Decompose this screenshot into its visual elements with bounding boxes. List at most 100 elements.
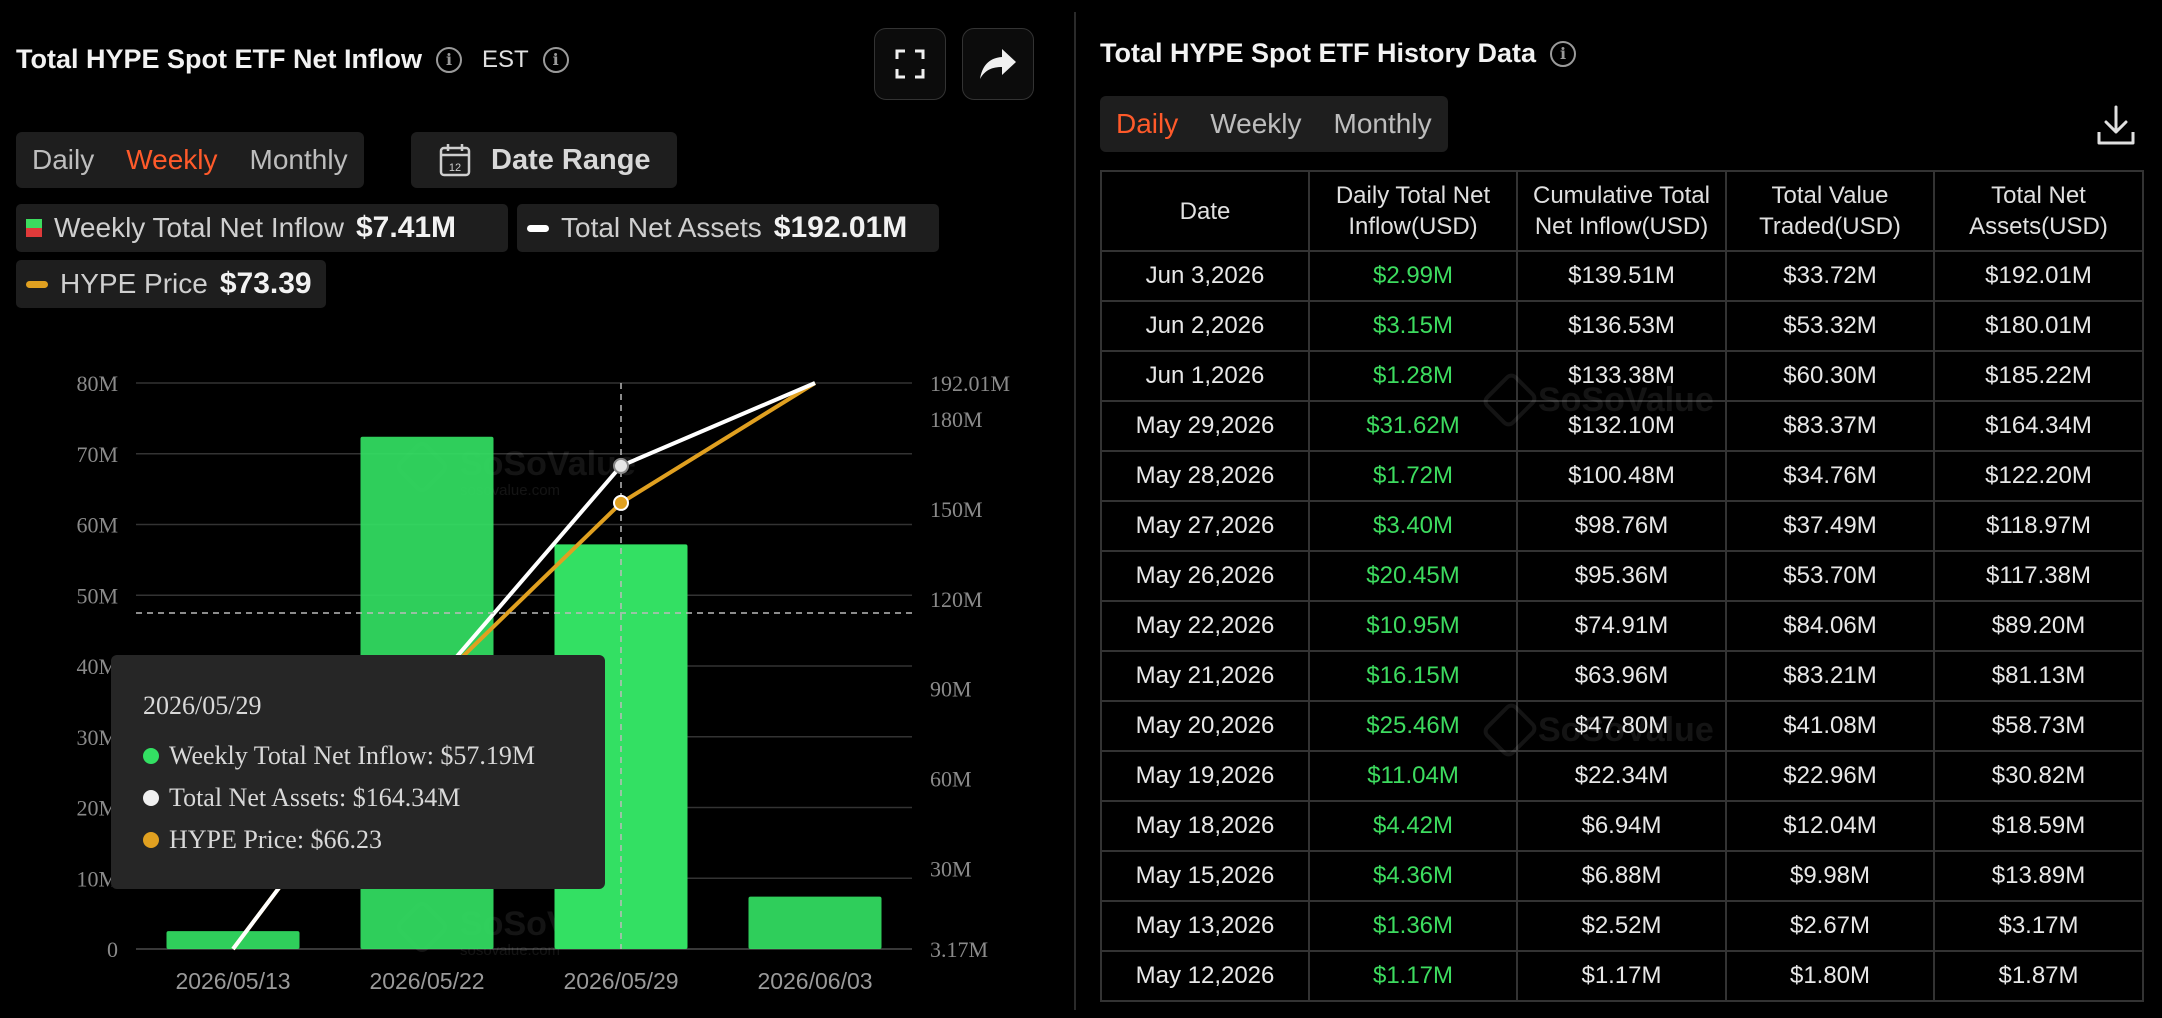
cell-cumulative-inflow: $22.34M: [1516, 750, 1727, 802]
column-header-daily-inflow[interactable]: Daily Total Net Inflow(USD): [1308, 170, 1518, 252]
cell-daily-inflow: $25.46M: [1308, 700, 1518, 752]
cell-cumulative-inflow: $98.76M: [1516, 500, 1727, 552]
tooltip-inflow-row: Weekly Total Net Inflow: $57.19M: [143, 735, 605, 777]
history-title-row: Total HYPE Spot ETF History Data i: [1100, 38, 1577, 69]
cell-date: May 15,2026: [1100, 850, 1310, 902]
point-hype-price: [613, 494, 629, 511]
cell-cumulative-inflow: $100.48M: [1516, 450, 1727, 502]
cell-daily-inflow: $11.04M: [1308, 750, 1518, 802]
table-row: May 20,2026 $25.46M $47.80M $41.08M $58.73M: [1100, 700, 2144, 752]
fullscreen-button[interactable]: [874, 28, 946, 100]
column-header-cumulative-inflow[interactable]: Cumulative Total Net Inflow(USD): [1516, 170, 1727, 252]
legend-assets-value: $192.01M: [773, 211, 908, 244]
cell-net-assets: $89.20M: [1933, 600, 2144, 652]
cell-net-assets: $81.13M: [1933, 650, 2144, 702]
cell-daily-inflow: $1.28M: [1308, 350, 1518, 402]
share-button[interactable]: [962, 28, 1034, 100]
cell-cumulative-inflow: $63.96M: [1516, 650, 1727, 702]
tooltip-price: HYPE Price: $66.23: [169, 825, 383, 854]
panel-divider: [1074, 12, 1076, 1010]
history-tab-monthly[interactable]: Monthly: [1333, 108, 1432, 139]
history-info-icon[interactable]: i: [1550, 40, 1577, 67]
table-header-row: Date Daily Total Net Inflow(USD) Cumulat…: [1100, 170, 2144, 252]
date-range-button[interactable]: 12 Date Range: [411, 132, 677, 188]
cell-date: May 27,2026: [1100, 500, 1310, 552]
download-icon[interactable]: [2096, 104, 2136, 146]
title-info-icon[interactable]: i: [436, 46, 462, 73]
column-header-net-assets[interactable]: Total Net Assets(USD): [1933, 170, 2144, 252]
chart-tab-daily[interactable]: Daily: [32, 144, 95, 175]
cell-cumulative-inflow: $47.80M: [1516, 700, 1727, 752]
right-axis-tick: 150M: [930, 497, 983, 522]
cell-net-assets: $118.97M: [1933, 500, 2144, 552]
legend-price-label: HYPE Price: [60, 268, 208, 299]
right-axis-tick: 192.01M: [930, 371, 1010, 396]
history-title: Total HYPE Spot ETF History Data: [1100, 38, 1537, 68]
x-axis-tick: 2026/05/22: [369, 968, 484, 994]
timezone-label: EST: [482, 45, 529, 73]
cell-daily-inflow: $3.40M: [1308, 500, 1518, 552]
price-legend-icon: [26, 280, 48, 288]
table-row: May 12,2026 $1.17M $1.17M $1.80M $1.87M: [1100, 950, 2144, 1002]
cell-date: May 28,2026: [1100, 450, 1310, 502]
cell-value-traded: $9.98M: [1725, 850, 1935, 902]
cell-cumulative-inflow: $6.94M: [1516, 800, 1727, 852]
cell-net-assets: $18.59M: [1933, 800, 2144, 852]
x-axis-tick: 2026/05/29: [563, 968, 678, 994]
column-header-value-traded[interactable]: Total Value Traded(USD): [1725, 170, 1935, 252]
table-watermark-text: SoSoValue: [1538, 380, 1714, 419]
share-icon: [980, 49, 1016, 79]
svg-text:12: 12: [449, 162, 461, 174]
bar-weekly-inflow: [166, 931, 300, 949]
cell-daily-inflow: $16.15M: [1308, 650, 1518, 702]
cell-daily-inflow: $3.15M: [1308, 300, 1518, 352]
legend-hype-price[interactable]: HYPE Price $73.39: [16, 260, 326, 308]
legend-weekly-inflow[interactable]: Weekly Total Net Inflow $7.41M: [16, 204, 508, 252]
table-row: May 21,2026 $16.15M $63.96M $83.21M $81.13M: [1100, 650, 2144, 702]
assets-legend-icon: [527, 224, 549, 232]
cell-date: May 20,2026: [1100, 700, 1310, 752]
cell-cumulative-inflow: $6.88M: [1516, 850, 1727, 902]
cell-date: May 18,2026: [1100, 800, 1310, 852]
timezone-info-icon[interactable]: i: [542, 46, 569, 73]
inflow-legend-icon: [26, 219, 42, 237]
tooltip-assets-dot: [143, 790, 159, 806]
cell-date: May 26,2026: [1100, 550, 1310, 602]
cell-daily-inflow: $4.42M: [1308, 800, 1518, 852]
tooltip-assets-row: Total Net Assets: $164.34M: [143, 777, 605, 819]
column-header-date[interactable]: Date: [1100, 170, 1310, 252]
chart-tab-weekly[interactable]: Weekly: [126, 144, 218, 175]
table-row: May 26,2026 $20.45M $95.36M $53.70M $117.38M: [1100, 550, 2144, 602]
cell-net-assets: $1.87M: [1933, 950, 2144, 1002]
history-period-tabs: Daily Weekly Monthly: [1100, 96, 1448, 152]
history-tab-weekly[interactable]: Weekly: [1210, 108, 1302, 139]
cell-daily-inflow: $4.36M: [1308, 850, 1518, 902]
legend-assets-label: Total Net Assets: [561, 212, 762, 243]
cell-date: May 13,2026: [1100, 900, 1310, 952]
chart-tab-monthly[interactable]: Monthly: [249, 144, 348, 175]
cell-value-traded: $41.08M: [1725, 700, 1935, 752]
table-row: May 27,2026 $3.40M $98.76M $37.49M $118.97M: [1100, 500, 2144, 552]
cell-net-assets: $185.22M: [1933, 350, 2144, 402]
legend-inflow-label: Weekly Total Net Inflow: [54, 212, 344, 243]
cell-value-traded: $2.67M: [1725, 900, 1935, 952]
cell-daily-inflow: $1.72M: [1308, 450, 1518, 502]
chart-axes: 010M20M30M40M50M60M70M80M3.17M30M60M90M1…: [76, 371, 1010, 994]
cell-cumulative-inflow: $139.51M: [1516, 250, 1727, 302]
chart-period-tabs: Daily Weekly Monthly: [16, 132, 364, 188]
cell-cumulative-inflow: $132.10M: [1516, 400, 1727, 452]
cell-date: May 19,2026: [1100, 750, 1310, 802]
table-row: May 18,2026 $4.42M $6.94M $12.04M $18.59M: [1100, 800, 2144, 852]
table-row: May 19,2026 $11.04M $22.34M $22.96M $30.82M: [1100, 750, 2144, 802]
table-watermark-top: SoSoValue: [1480, 370, 1714, 430]
history-tab-daily[interactable]: Daily: [1116, 108, 1179, 139]
tooltip-price-dot: [143, 832, 159, 848]
cell-date: Jun 2,2026: [1100, 300, 1310, 352]
cell-date: May 22,2026: [1100, 600, 1310, 652]
cell-date: Jun 1,2026: [1100, 350, 1310, 402]
watermark-logo-icon: [1480, 700, 1540, 760]
cell-value-traded: $37.49M: [1725, 500, 1935, 552]
x-axis-tick: 2026/06/03: [757, 968, 872, 994]
tooltip-assets: Total Net Assets: $164.34M: [169, 783, 461, 812]
legend-total-net-assets[interactable]: Total Net Assets $192.01M: [517, 204, 939, 252]
